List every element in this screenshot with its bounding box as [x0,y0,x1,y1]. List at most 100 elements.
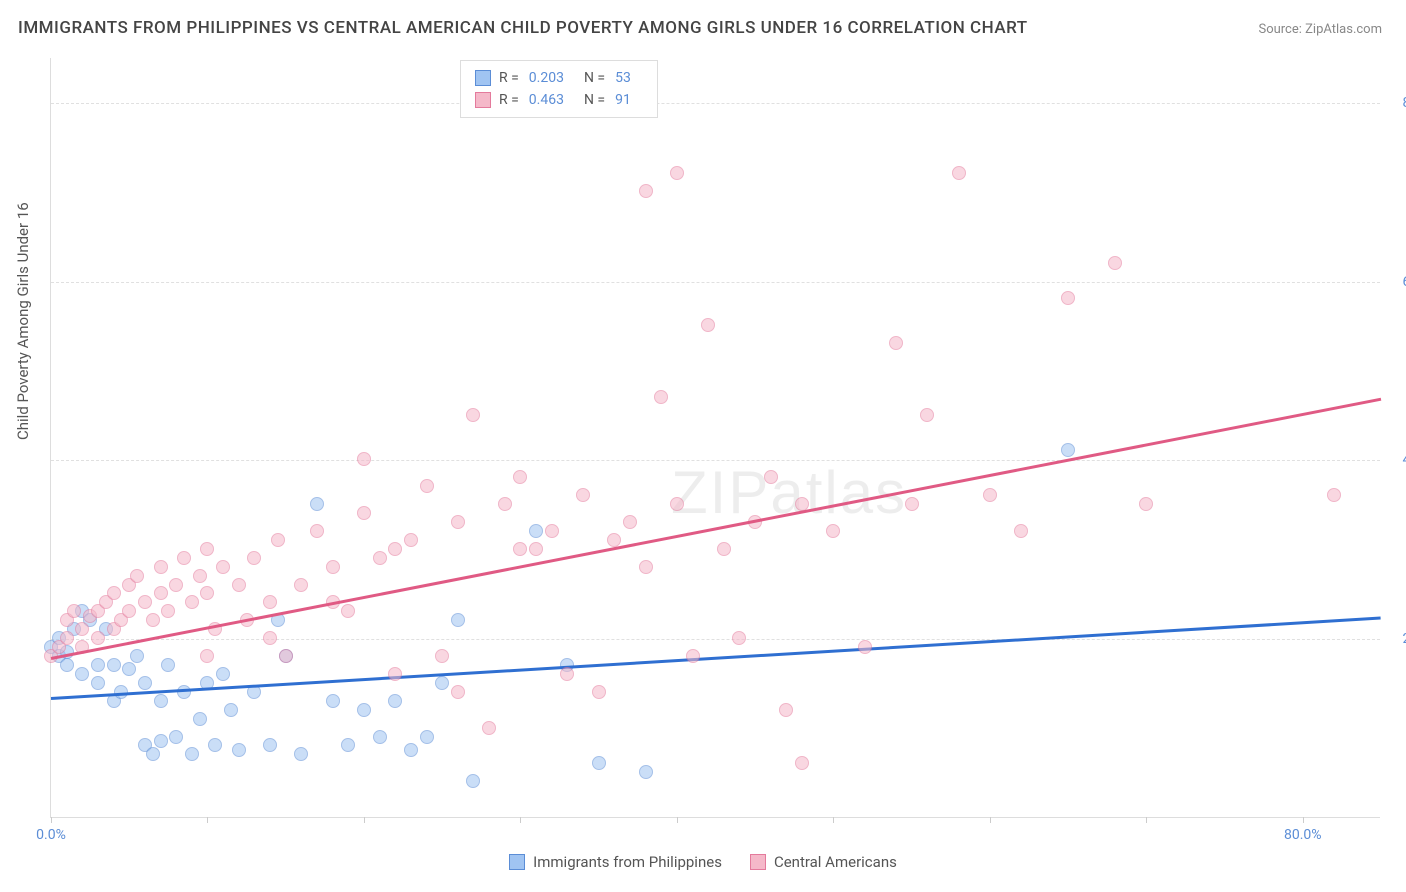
legend-swatch [475,70,491,86]
data-point [779,703,793,717]
y-tick-label: 80.0% [1385,95,1406,111]
data-point [271,533,285,547]
gridline [51,639,1380,640]
data-point [138,676,152,690]
data-point [146,613,160,627]
data-point [795,756,809,770]
legend-n-value: 91 [615,89,631,111]
data-point [75,667,89,681]
legend-r-label: R = [499,67,519,89]
data-point [91,658,105,672]
gridline [51,282,1380,283]
data-point [154,586,168,600]
data-point [60,631,74,645]
y-tick-label: 40.0% [1385,452,1406,468]
data-point [889,336,903,350]
data-point [1061,443,1075,457]
data-point [208,738,222,752]
data-point [529,542,543,556]
data-point [122,604,136,618]
data-point [326,560,340,574]
data-point [639,184,653,198]
data-point [639,765,653,779]
data-point [216,560,230,574]
source-attribution: Source: ZipAtlas.com [1258,22,1382,37]
data-point [154,734,168,748]
data-point [670,166,684,180]
legend-swatch [750,854,766,870]
x-tick [51,817,52,823]
x-tick [833,817,834,823]
data-point [154,694,168,708]
data-point [905,497,919,511]
data-point [404,743,418,757]
data-point [639,560,653,574]
data-point [138,595,152,609]
data-point [161,658,175,672]
data-point [185,595,199,609]
data-point [326,694,340,708]
data-point [466,774,480,788]
data-point [701,318,715,332]
data-point [130,649,144,663]
trend-line [51,617,1381,700]
legend-r-label: R = [499,89,519,111]
data-point [60,658,74,672]
y-axis-label: Child Poverty Among Girls Under 16 [14,202,32,440]
data-point [107,658,121,672]
data-point [952,166,966,180]
data-point [607,533,621,547]
data-point [545,524,559,538]
data-point [435,649,449,663]
y-tick-label: 60.0% [1385,274,1406,290]
data-point [858,640,872,654]
legend-item: Central Americans [750,853,897,871]
data-point [341,738,355,752]
data-point [764,470,778,484]
legend-n-label: N = [584,89,605,111]
data-point [224,703,238,717]
data-point [200,649,214,663]
data-point [357,703,371,717]
data-point [513,470,527,484]
data-point [294,747,308,761]
data-point [177,685,191,699]
data-point [404,533,418,547]
data-point [435,676,449,690]
x-tick [677,817,678,823]
data-point [232,578,246,592]
legend-label: Immigrants from Philippines [533,853,722,871]
data-point [146,747,160,761]
data-point [75,622,89,636]
x-tick [1303,817,1304,823]
data-point [576,488,590,502]
data-point [1061,291,1075,305]
data-point [388,694,402,708]
data-point [263,631,277,645]
data-point [1014,524,1028,538]
legend-r-value: 0.203 [529,67,564,89]
gridline [51,103,1380,104]
data-point [717,542,731,556]
legend-label: Central Americans [774,853,897,871]
x-tick [990,817,991,823]
data-point [294,578,308,592]
data-point [529,524,543,538]
legend-n-label: N = [584,67,605,89]
data-point [498,497,512,511]
x-tick-label: 80.0% [1284,827,1322,843]
legend-row: R =0.463N =91 [475,89,643,111]
gridline [51,460,1380,461]
data-point [451,613,465,627]
data-point [279,649,293,663]
scatter-chart: ZIPatlas 20.0%40.0%60.0%80.0%0.0%80.0% [50,58,1380,818]
data-point [232,743,246,757]
data-point [482,721,496,735]
x-tick [207,817,208,823]
data-point [310,497,324,511]
legend-swatch [475,92,491,108]
data-point [451,685,465,699]
data-point [420,730,434,744]
data-point [122,662,136,676]
chart-title: IMMIGRANTS FROM PHILIPPINES VS CENTRAL A… [18,18,1028,38]
